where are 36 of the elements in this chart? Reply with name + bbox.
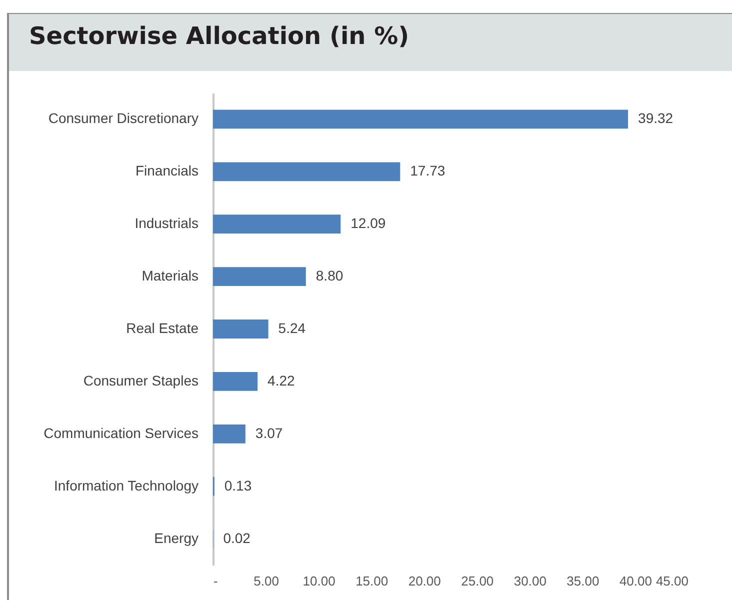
bar: [213, 320, 268, 338]
data-label: 12.09: [350, 215, 386, 232]
data-label: 0.02: [223, 530, 251, 546]
x-tick-label: 40.00: [619, 574, 652, 588]
x-tick-label: 35.00: [566, 574, 600, 588]
x-tick-label: 20.00: [408, 574, 441, 588]
y-tick-label: Materials: [142, 268, 198, 284]
x-tick-label: 15.00: [356, 574, 388, 588]
data-label: 0.13: [224, 477, 252, 494]
y-tick-label: Energy: [154, 530, 198, 546]
x-tick-label: -: [214, 574, 218, 588]
bar: [213, 162, 400, 182]
bar: [213, 372, 258, 391]
data-label: 5.24: [278, 320, 306, 336]
y-tick-label: Industrials: [134, 215, 198, 232]
data-label: 17.73: [410, 162, 446, 179]
bar: [213, 110, 628, 129]
bar: [213, 214, 341, 234]
y-tick-label: Communication Services: [44, 424, 198, 441]
x-tick-label: 30.00: [514, 574, 546, 588]
chart-title: Sectorwise Allocation (in %): [29, 22, 410, 50]
y-tick-label: Financials: [135, 162, 198, 179]
y-tick-label: Real Estate: [126, 320, 199, 336]
data-label: 8.80: [316, 268, 344, 284]
data-label: 4.22: [268, 372, 296, 388]
bar: [213, 267, 306, 286]
x-tick-label: 10.00: [302, 574, 336, 588]
data-label: 3.07: [255, 424, 283, 441]
data-label: 39.32: [638, 110, 674, 126]
x-tick-label: 45.00: [656, 574, 688, 588]
x-tick-label: 25.00: [461, 574, 494, 588]
x-tick-label: 5.00: [254, 574, 279, 588]
y-tick-label: Consumer Discretionary: [48, 110, 198, 126]
y-tick-label: Consumer Staples: [83, 372, 198, 388]
bar: [213, 424, 246, 444]
y-tick-label: Information Technology: [54, 477, 198, 494]
